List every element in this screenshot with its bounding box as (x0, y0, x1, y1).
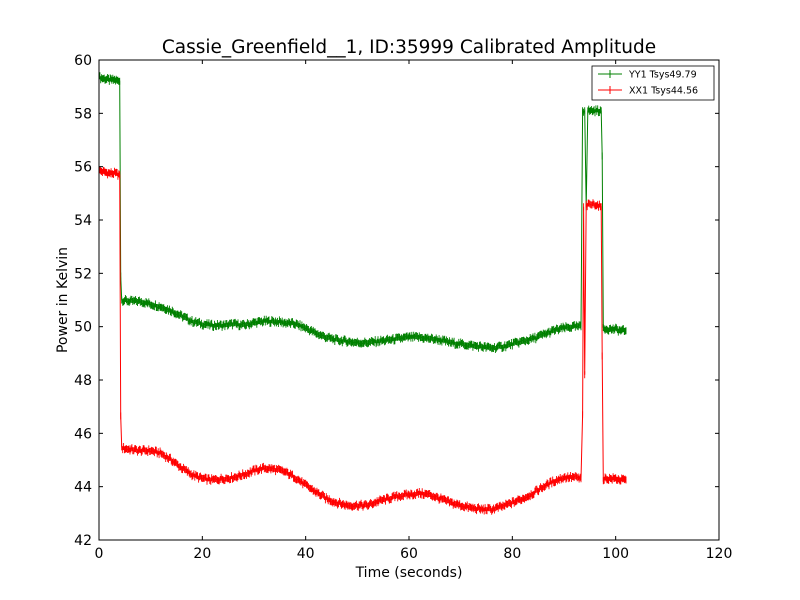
legend-label-yy1: YY1 Tsys49.79 (628, 70, 697, 81)
y-tick-label: 58 (74, 106, 92, 122)
series-xx1 (98, 166, 627, 515)
y-tick-label: 54 (74, 213, 92, 229)
y-tick-label: 52 (74, 266, 92, 282)
y-tick-label: 46 (74, 426, 92, 442)
y-tick-label: 60 (74, 53, 92, 69)
x-tick-label: 40 (297, 546, 315, 562)
x-tick-label: 60 (400, 546, 418, 562)
x-tick-label: 100 (602, 546, 629, 562)
legend-label-xx1: XX1 Tsys44.56 (629, 86, 698, 97)
legend-box (591, 65, 715, 101)
legend: YY1 Tsys49.79 XX1 Tsys44.56 (591, 65, 715, 101)
y-tick-label: 50 (74, 320, 92, 336)
x-tick-label: 120 (706, 546, 733, 562)
x-tick-label: 80 (503, 546, 521, 562)
y-tick-label: 48 (74, 373, 92, 389)
y-tick-label: 56 (74, 160, 92, 176)
series-line (98, 75, 627, 351)
series-line (98, 168, 627, 513)
series-layer (98, 72, 627, 515)
x-tick-label: 20 (193, 546, 211, 562)
plot-frame (98, 59, 720, 541)
y-tick-label: 42 (74, 533, 92, 549)
y-tick-label: 44 (74, 480, 92, 496)
x-axis-label: Time (seconds) (355, 565, 463, 581)
x-tick-label: 0 (95, 546, 104, 562)
chart-title: Cassie_Greenfield__1, ID:35999 Calibrate… (162, 37, 656, 58)
y-axis-label: Power in Kelvin (55, 247, 71, 353)
axes-layer: 0 20 40 60 80 100 120 42 44 46 48 50 52 54 56 58 60 (74, 53, 732, 562)
